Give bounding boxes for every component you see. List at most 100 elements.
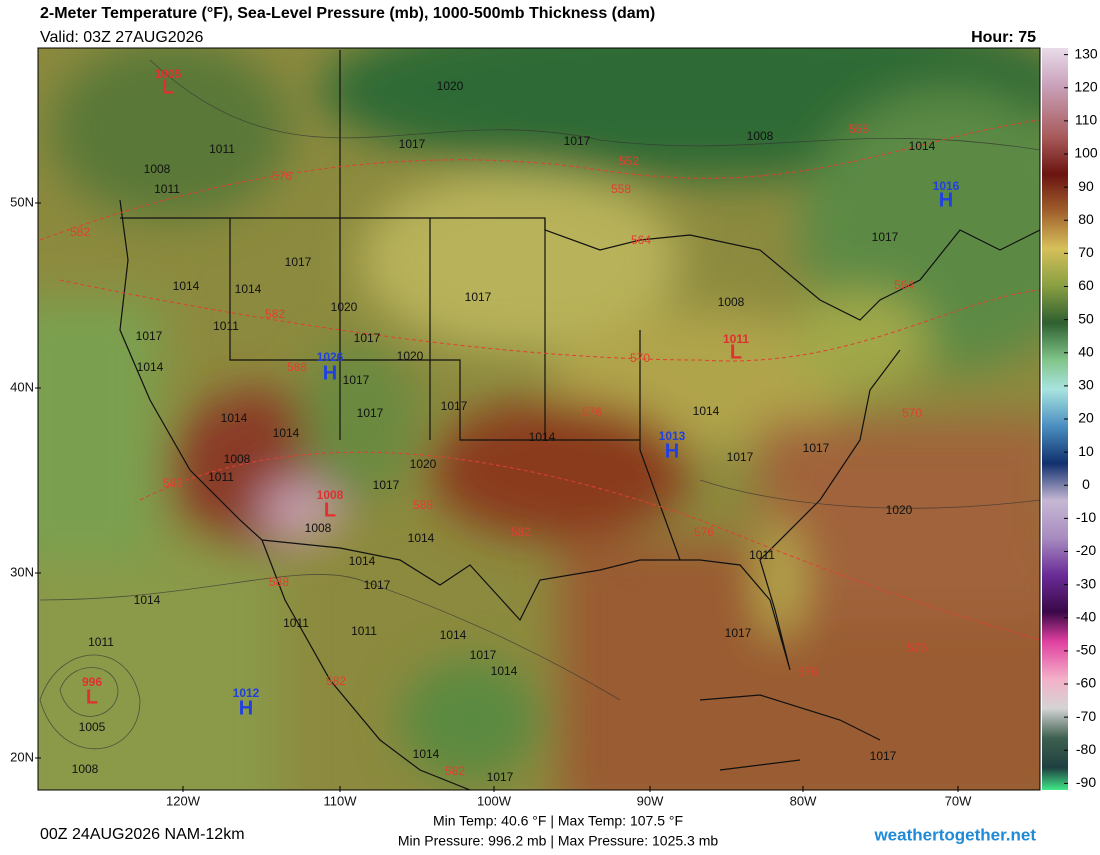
- isobar-label: 1008: [305, 521, 332, 535]
- thickness-label: 570: [630, 351, 650, 365]
- isobar-label: 1005: [79, 720, 106, 734]
- pressure-value: 1013: [659, 429, 686, 443]
- isobar-label: 1017: [487, 770, 514, 784]
- thickness-label: 588: [413, 498, 433, 512]
- isobar-label: 1008: [72, 762, 99, 776]
- pressure-value: 1008: [317, 488, 344, 502]
- isobar-label: 1017: [872, 230, 899, 244]
- isobar-label: 1017: [727, 450, 754, 464]
- colorbar-label: -50: [1076, 642, 1096, 658]
- colorbar-label: 110: [1075, 112, 1098, 128]
- colorbar-label: -20: [1076, 542, 1096, 558]
- pressure-symbol: L: [162, 76, 174, 98]
- pressure-value: 1026: [317, 350, 344, 364]
- temp-range: Min Temp: 40.6 °F | Max Temp: 107.5 °F: [433, 813, 683, 829]
- isobar-label: 1014: [693, 404, 720, 418]
- pressure-range: Min Pressure: 996.2 mb | Max Pressure: 1…: [398, 833, 719, 849]
- lat-label: 40N: [10, 379, 34, 394]
- map-frame: [37, 47, 1041, 791]
- colorbar-label: 50: [1078, 310, 1094, 326]
- colorbar-label: 100: [1074, 145, 1098, 161]
- pressure-value: 1011: [723, 332, 749, 346]
- lat-label: 50N: [10, 194, 34, 209]
- colorbar-label: 130: [1074, 45, 1098, 61]
- thickness-label: 588: [287, 360, 307, 374]
- isobar-label: 1017: [725, 626, 752, 640]
- pressure-value: 996: [82, 675, 102, 689]
- colorbar-label: 60: [1078, 277, 1094, 293]
- isobar-label: 1014: [235, 282, 262, 296]
- isobar-label: 1017: [564, 134, 591, 148]
- thickness-label: 576: [907, 641, 927, 655]
- isobar-label: 1014: [909, 139, 936, 153]
- colorbar-label: 40: [1078, 343, 1094, 359]
- thickness-label: 576: [582, 405, 602, 419]
- isobar-label: 1020: [410, 457, 437, 471]
- thickness-label: 582: [326, 674, 346, 688]
- site-credit[interactable]: weathertogether.net: [873, 825, 1036, 844]
- thickness-label: 564: [894, 278, 914, 292]
- colorbar-label: 80: [1078, 211, 1094, 227]
- isobar-label: 1011: [213, 319, 239, 333]
- lon-label: 120W: [166, 793, 201, 808]
- isobar-label: 1017: [343, 373, 370, 387]
- colorbar-label: -80: [1076, 741, 1096, 757]
- isobar-label: 1017: [373, 478, 400, 492]
- isobar-label: 1014: [440, 628, 467, 642]
- isobar-label: 1014: [173, 279, 200, 293]
- isobar-label: 1014: [221, 411, 248, 425]
- pressure-value: 1012: [233, 686, 260, 700]
- thickness-label: 582: [265, 307, 285, 321]
- thickness-label: 558: [611, 182, 631, 196]
- isobar-label: 1017: [870, 749, 897, 763]
- thickness-label: 582: [511, 525, 531, 539]
- isobar-label: 1008: [144, 162, 171, 176]
- isobar-label: 1020: [397, 349, 424, 363]
- map-title: 2-Meter Temperature (°F), Sea-Level Pres…: [40, 5, 655, 22]
- isobar-label: 1020: [886, 503, 913, 517]
- lat-label: 20N: [10, 749, 34, 764]
- colorbar-label: 30: [1078, 377, 1094, 393]
- boundaries: [119, 50, 1040, 790]
- thickness-label: 570: [902, 406, 922, 420]
- thickness-label: 582: [70, 225, 90, 239]
- isobar-label: 1017: [136, 329, 163, 343]
- isobar-label: 1017: [399, 137, 426, 151]
- colorbar-label: -30: [1076, 575, 1096, 591]
- isobars: [39, 59, 1040, 750]
- valid-time: Valid: 03Z 27AUG2026: [40, 29, 203, 46]
- lat-label: 30N: [10, 564, 34, 579]
- model-run: 00Z 24AUG2026 NAM-12km: [40, 826, 245, 843]
- colorbar-label: 70: [1078, 244, 1094, 260]
- isobar-label: 1008: [718, 295, 745, 309]
- isobar-label: 1020: [437, 79, 464, 93]
- isobar-label: 1017: [470, 648, 497, 662]
- isobar-label: 1017: [441, 399, 468, 413]
- pressure-value: 1005: [155, 67, 182, 81]
- isobar-label: 1014: [137, 360, 164, 374]
- lon-label: 90W: [637, 793, 664, 808]
- isobar-label: 1011: [208, 470, 234, 484]
- pressure-symbol: L: [730, 341, 742, 363]
- colorbar-label: -60: [1076, 675, 1096, 691]
- pressure-symbol: L: [86, 686, 98, 708]
- colorbar-label: 10: [1078, 443, 1094, 459]
- isobar-label: 1011: [749, 548, 775, 562]
- isobar-label: 1011: [351, 624, 377, 638]
- pressure-symbol: H: [239, 697, 253, 719]
- colorbar-label: -70: [1076, 708, 1096, 724]
- lon-label: 100W: [477, 793, 512, 808]
- isobar-label: 1011: [154, 182, 180, 196]
- colorbar-label: 0: [1082, 476, 1090, 492]
- isobar-label: 1008: [224, 452, 251, 466]
- isobar-label: 1014: [529, 430, 556, 444]
- isobar-label: 1014: [408, 531, 435, 545]
- isobar-label: 1011: [209, 142, 235, 156]
- colorbar: [1042, 48, 1068, 790]
- isobar-label: 1017: [364, 578, 391, 592]
- lon-label: 80W: [790, 793, 817, 808]
- thickness-label: 576: [798, 665, 818, 679]
